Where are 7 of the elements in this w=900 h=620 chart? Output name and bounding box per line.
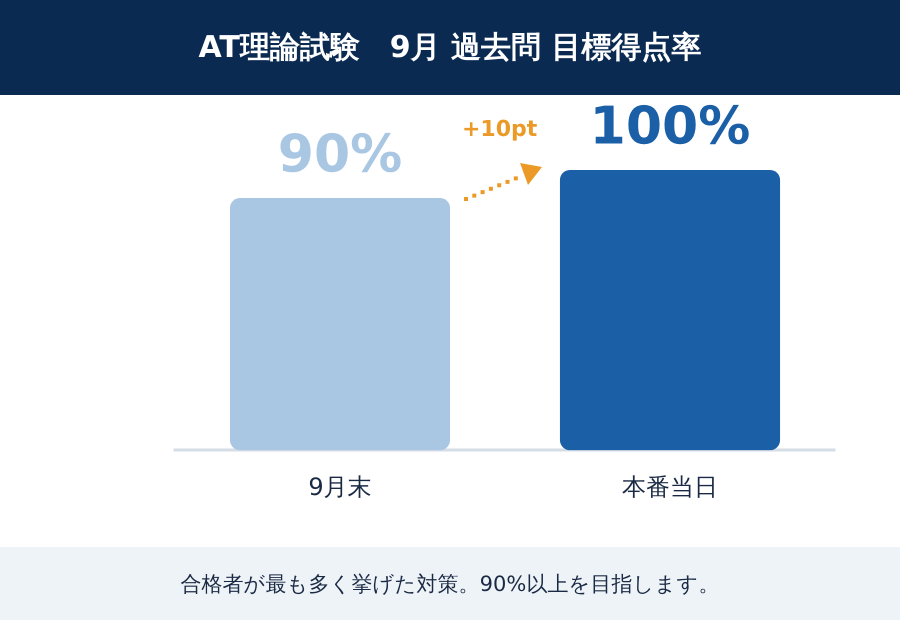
- data-label: 90%: [278, 124, 402, 185]
- chart-title: AT理論試験 9月 過去問 目標得点率: [0, 0, 900, 95]
- x-tick-label: 9月末: [308, 472, 372, 501]
- data-label: 100%: [590, 96, 750, 157]
- x-tick-label: 本番当日: [622, 472, 718, 501]
- text: 合格者が最も多く挙げた対策。90%以上を目指します。: [0, 547, 900, 620]
- text: +10pt: [462, 117, 538, 142]
